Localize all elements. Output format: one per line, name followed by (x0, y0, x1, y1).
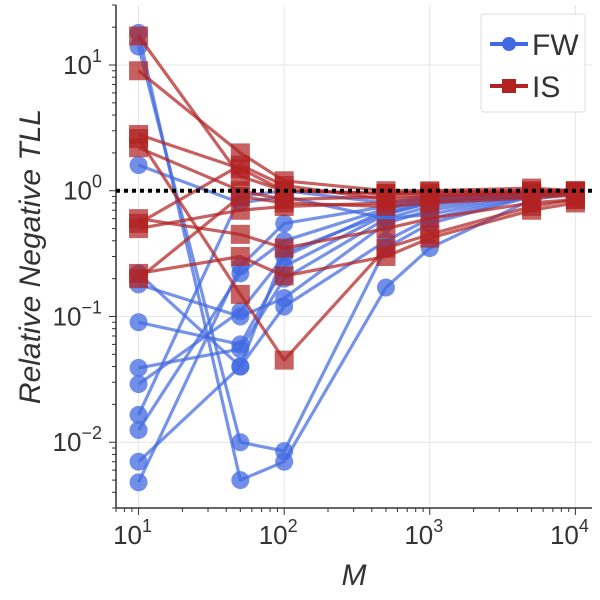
legend-is-label: IS (532, 71, 560, 104)
x-tick-label: 103 (404, 516, 443, 550)
series-is-point (376, 219, 396, 239)
series-is-point (274, 350, 294, 370)
series-is-point (420, 228, 440, 248)
series-fw-point (129, 375, 148, 394)
series-is-point (274, 266, 294, 286)
legend-entry-fw: FW (490, 29, 579, 62)
series-is-point (230, 284, 250, 304)
series-is-point (129, 219, 149, 239)
series-fw-point (275, 442, 294, 461)
series-fw-point (129, 452, 148, 471)
series-is-point (230, 155, 250, 175)
series-fw-point (275, 214, 294, 233)
series-fw-point (129, 421, 148, 440)
series-fw-point (231, 357, 250, 376)
series-fw-point (129, 156, 148, 175)
series-is-point (230, 224, 250, 244)
tick-marks (109, 4, 576, 515)
series-fw-point (129, 313, 148, 332)
y-tick-label: 100 (63, 172, 102, 206)
x-axis-title: M (342, 559, 367, 592)
series-fw-point (376, 278, 395, 297)
y-tick-label: 10−2 (53, 423, 102, 457)
series-fw-point (231, 302, 250, 321)
series-fw-point (275, 289, 294, 308)
x-tick-label: 101 (113, 516, 152, 550)
series-is-point (565, 185, 585, 205)
series-is-point (129, 138, 149, 158)
series-fw-point (129, 473, 148, 492)
series-is (129, 26, 585, 370)
series-is-point (129, 61, 149, 81)
series-is-point (129, 26, 149, 46)
series-is-point (274, 238, 294, 258)
legend-entry-is: IS (490, 71, 560, 104)
legend-is-marker (502, 79, 516, 93)
y-axis-title: Relative Negative TLL (14, 109, 47, 404)
tick-labels: 101 102 103 104 10−2 10−1 100 101 (53, 46, 589, 550)
x-tick-label: 104 (550, 516, 589, 550)
legend-fw-label: FW (532, 29, 579, 62)
series-fw-point (231, 433, 250, 452)
series-is-point (376, 247, 396, 266)
series-is-point (129, 269, 149, 289)
series-fw-point (129, 405, 148, 424)
series-is-point (376, 196, 396, 216)
series-fw-point (129, 358, 148, 377)
x-tick-label: 102 (259, 516, 298, 550)
series-layer (129, 23, 585, 492)
y-tick-label: 101 (63, 46, 102, 80)
series-is-point (420, 193, 440, 213)
legend: FW IS (480, 13, 586, 113)
series-is-point (420, 209, 440, 229)
series-is-point (522, 188, 542, 208)
y-tick-label: 10−1 (53, 297, 102, 331)
series-fw-point (231, 471, 250, 490)
series-is-point (274, 193, 294, 213)
legend-fw-marker (502, 37, 516, 51)
series-is-point (230, 247, 250, 266)
